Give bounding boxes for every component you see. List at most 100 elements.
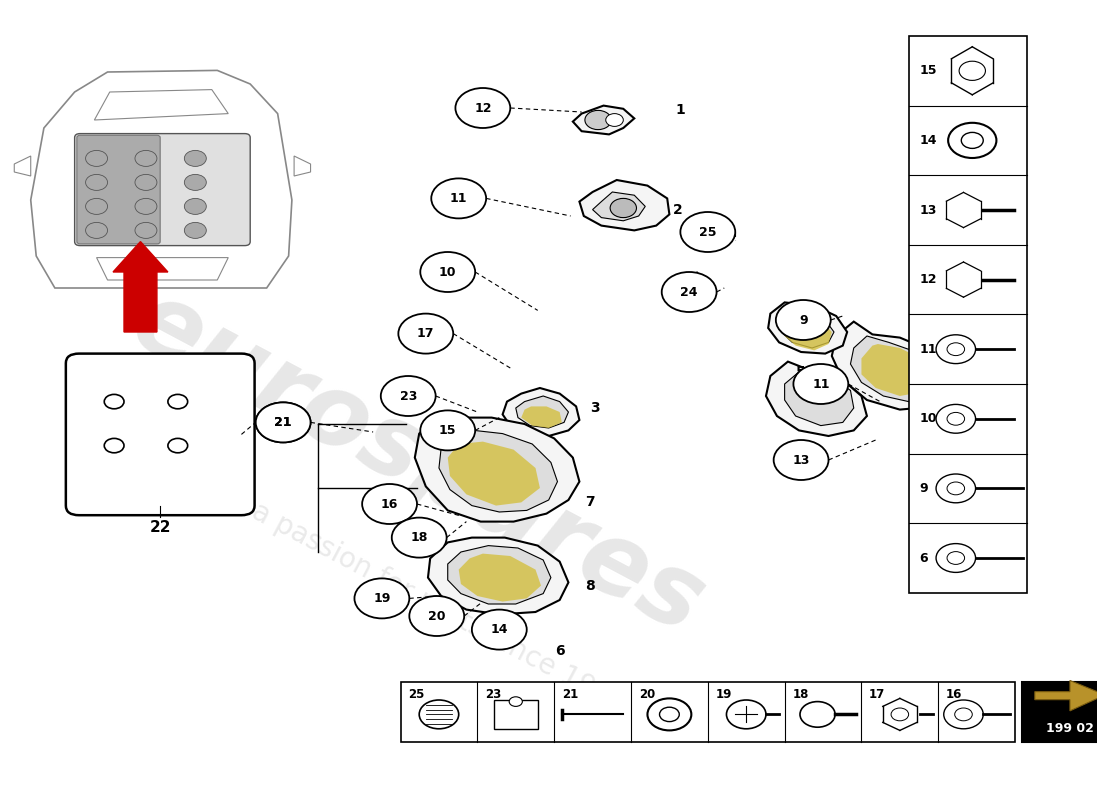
Circle shape <box>135 198 157 214</box>
Text: 14: 14 <box>491 623 508 636</box>
Circle shape <box>585 110 612 130</box>
Polygon shape <box>448 546 551 604</box>
FancyBboxPatch shape <box>909 36 1027 593</box>
Circle shape <box>86 174 108 190</box>
Text: 16: 16 <box>946 688 962 701</box>
Circle shape <box>86 222 108 238</box>
Circle shape <box>944 700 983 729</box>
Text: eurospares: eurospares <box>114 273 719 655</box>
Circle shape <box>947 342 965 355</box>
Text: 1: 1 <box>675 103 685 118</box>
Polygon shape <box>593 192 646 221</box>
Polygon shape <box>459 554 541 602</box>
Circle shape <box>168 438 188 453</box>
Text: 8: 8 <box>585 578 595 593</box>
Text: 21: 21 <box>274 416 292 429</box>
Polygon shape <box>861 344 933 396</box>
Text: 12: 12 <box>920 273 937 286</box>
Text: 6: 6 <box>920 551 928 565</box>
Text: 10: 10 <box>920 412 937 426</box>
Polygon shape <box>521 406 562 428</box>
Text: 23: 23 <box>399 390 417 402</box>
Circle shape <box>955 708 972 721</box>
Text: 22: 22 <box>150 521 170 535</box>
Circle shape <box>947 413 965 425</box>
Circle shape <box>776 300 830 340</box>
Circle shape <box>793 364 848 404</box>
Polygon shape <box>415 418 580 522</box>
FancyBboxPatch shape <box>77 135 161 244</box>
Circle shape <box>961 132 983 149</box>
Circle shape <box>419 700 459 729</box>
Circle shape <box>509 697 522 706</box>
Circle shape <box>185 174 207 190</box>
Circle shape <box>660 707 680 722</box>
Polygon shape <box>1035 681 1100 711</box>
Text: 12: 12 <box>474 102 492 114</box>
Text: 13: 13 <box>792 454 810 466</box>
Circle shape <box>936 544 976 573</box>
Text: 19: 19 <box>715 688 732 701</box>
Text: 18: 18 <box>410 531 428 544</box>
Circle shape <box>135 150 157 166</box>
Text: 9: 9 <box>799 314 807 326</box>
Polygon shape <box>784 314 832 350</box>
Circle shape <box>431 178 486 218</box>
Text: 15: 15 <box>439 424 456 437</box>
Circle shape <box>392 518 447 558</box>
Circle shape <box>936 474 976 503</box>
Circle shape <box>135 222 157 238</box>
FancyBboxPatch shape <box>1022 682 1100 742</box>
Text: 17: 17 <box>869 688 886 701</box>
Polygon shape <box>832 322 953 410</box>
Circle shape <box>168 394 188 409</box>
FancyBboxPatch shape <box>66 354 254 515</box>
Text: 17: 17 <box>417 327 434 340</box>
Text: 23: 23 <box>485 688 502 701</box>
Text: 13: 13 <box>920 203 937 217</box>
Text: a passion for parts since 1985: a passion for parts since 1985 <box>248 497 630 719</box>
Circle shape <box>891 708 909 721</box>
Circle shape <box>362 484 417 524</box>
Text: 3: 3 <box>794 305 804 319</box>
Circle shape <box>255 402 310 442</box>
Circle shape <box>726 700 766 729</box>
Text: 4: 4 <box>942 343 950 358</box>
Circle shape <box>947 482 965 494</box>
Text: 21: 21 <box>274 416 292 429</box>
Polygon shape <box>503 388 580 436</box>
Circle shape <box>185 222 207 238</box>
Polygon shape <box>448 442 540 506</box>
Circle shape <box>420 252 475 292</box>
Circle shape <box>610 198 637 218</box>
Circle shape <box>255 402 310 442</box>
Circle shape <box>104 438 124 453</box>
Polygon shape <box>766 362 867 436</box>
Text: 9: 9 <box>920 482 928 495</box>
Circle shape <box>420 410 475 450</box>
Text: 15: 15 <box>920 64 937 78</box>
Circle shape <box>648 698 691 730</box>
Circle shape <box>409 596 464 636</box>
Text: 25: 25 <box>408 688 425 701</box>
Circle shape <box>185 198 207 214</box>
Polygon shape <box>428 538 569 614</box>
Circle shape <box>948 122 997 158</box>
Circle shape <box>959 61 986 81</box>
Polygon shape <box>784 372 854 426</box>
Circle shape <box>135 174 157 190</box>
Polygon shape <box>686 222 715 244</box>
Text: 18: 18 <box>792 688 808 701</box>
Text: 10: 10 <box>439 266 456 278</box>
Polygon shape <box>516 396 569 428</box>
Circle shape <box>773 440 828 480</box>
Circle shape <box>662 272 716 312</box>
Text: 25: 25 <box>700 226 716 238</box>
Polygon shape <box>439 430 558 512</box>
Polygon shape <box>113 242 168 332</box>
Circle shape <box>681 212 735 252</box>
FancyBboxPatch shape <box>75 134 250 246</box>
Text: 2: 2 <box>673 203 683 218</box>
Text: 7: 7 <box>585 495 595 510</box>
Text: 20: 20 <box>428 610 446 622</box>
